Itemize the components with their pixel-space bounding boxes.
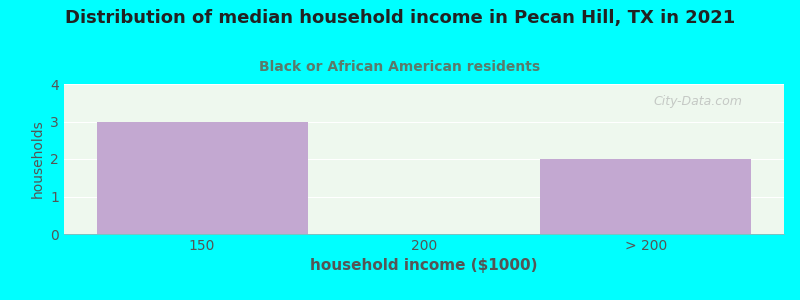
X-axis label: household income ($1000): household income ($1000) [310, 258, 538, 273]
Text: City-Data.com: City-Data.com [653, 95, 742, 109]
Bar [541, 159, 751, 234]
Bar [97, 122, 307, 234]
Text: Distribution of median household income in Pecan Hill, TX in 2021: Distribution of median household income … [65, 9, 735, 27]
Y-axis label: households: households [30, 120, 45, 198]
Text: Black or African American residents: Black or African American residents [259, 60, 541, 74]
